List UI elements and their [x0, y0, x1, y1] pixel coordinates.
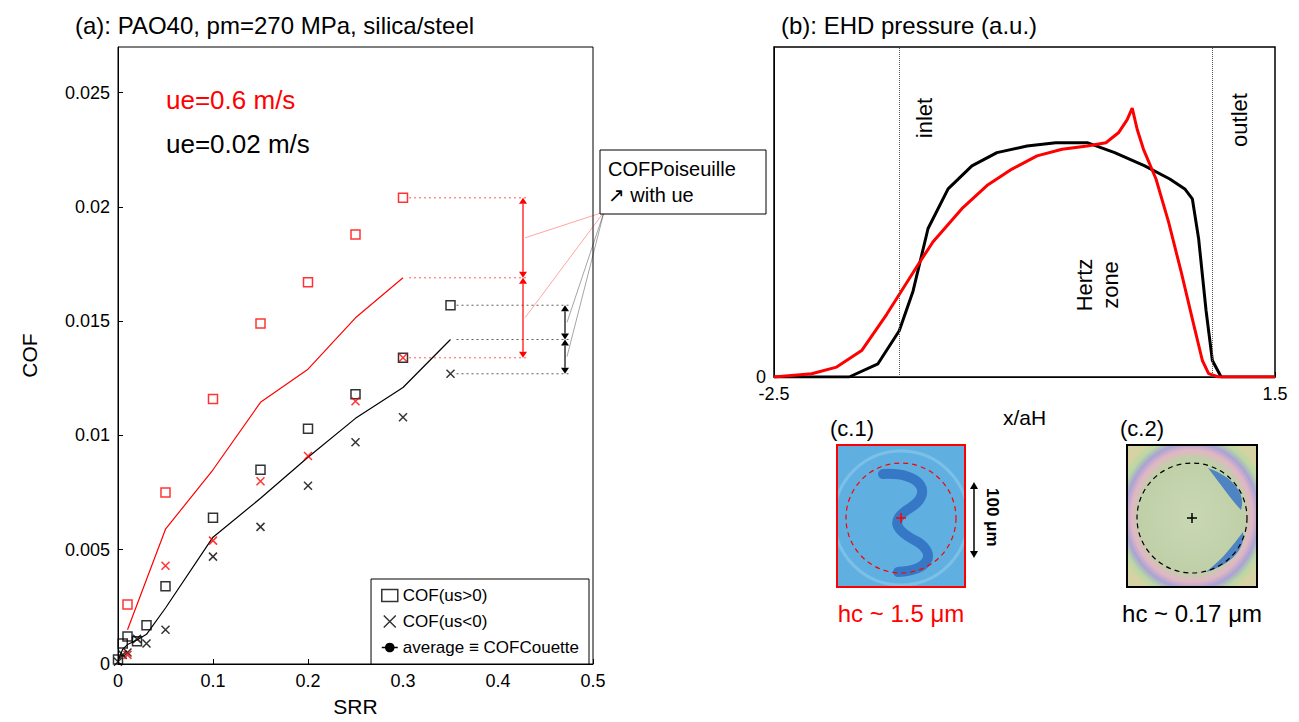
- html-text:(c.1): (c.1): [830, 416, 874, 441]
- html-text:(c.2): (c.2): [1120, 416, 1164, 441]
- svg-text:average ≡ COFCouette: average ≡ COFCouette: [403, 638, 579, 657]
- svg-text:0.4: 0.4: [485, 671, 510, 691]
- svg-text:0.2: 0.2: [295, 671, 320, 691]
- svg-text:COFPoiseuille: COFPoiseuille: [608, 158, 736, 180]
- svg-text:ue=0.02 m/s: ue=0.02 m/s: [166, 129, 310, 159]
- svg-text:0.3: 0.3: [390, 671, 415, 691]
- svg-text:SRR: SRR: [333, 695, 377, 718]
- svg-text:x/aH: x/aH: [1003, 406, 1046, 429]
- svg-text:(a): PAO40, pm=270 MPa, silica: (a): PAO40, pm=270 MPa, silica/steel: [75, 12, 474, 39]
- html-text:100 μm: 100 μm: [983, 488, 1002, 547]
- svg-text:(b): EHD pressure (a.u.): (b): EHD pressure (a.u.): [781, 12, 1037, 39]
- html-text:hc ~ 0.17 μm: hc ~ 0.17 μm: [1122, 600, 1262, 627]
- svg-text:0.1: 0.1: [200, 671, 225, 691]
- svg-text:0.015: 0.015: [65, 311, 110, 331]
- svg-text:outlet: outlet: [1227, 93, 1252, 147]
- svg-text:COF(us<0): COF(us<0): [403, 612, 488, 631]
- svg-text:ue=0.6 m/s: ue=0.6 m/s: [166, 85, 295, 115]
- svg-text:1.5: 1.5: [1262, 384, 1287, 404]
- svg-text:0: 0: [100, 654, 110, 674]
- svg-text:inlet: inlet: [912, 98, 937, 138]
- svg-text:COF(us>0): COF(us>0): [403, 586, 488, 605]
- svg-text:0.025: 0.025: [65, 83, 110, 103]
- svg-text:0.5: 0.5: [580, 671, 605, 691]
- svg-text:↗ with ue: ↗ with ue: [608, 184, 694, 206]
- svg-text:0.005: 0.005: [65, 540, 110, 560]
- svg-text:0: 0: [756, 367, 766, 387]
- svg-text:COF: COF: [18, 333, 41, 377]
- svg-text:0.02: 0.02: [75, 197, 110, 217]
- svg-text:zone: zone: [1098, 261, 1123, 309]
- svg-text:-2.5: -2.5: [758, 384, 789, 404]
- svg-text:0: 0: [113, 671, 123, 691]
- html-text:hc ~ 1.5 μm: hc ~ 1.5 μm: [837, 600, 965, 627]
- svg-text:Hertz: Hertz: [1072, 259, 1097, 312]
- svg-text:0.01: 0.01: [75, 425, 110, 445]
